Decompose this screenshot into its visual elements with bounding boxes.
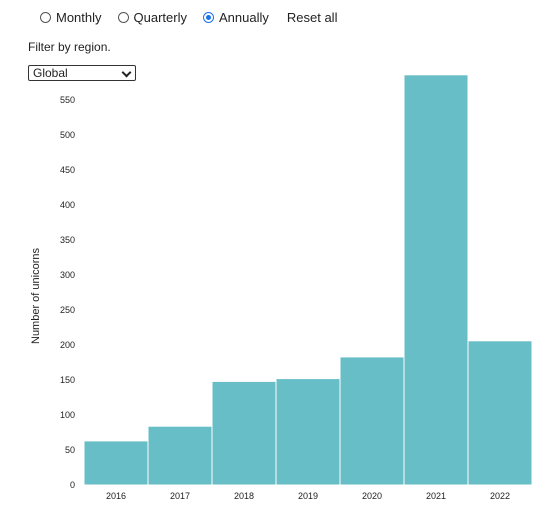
y-tick-label: 450 — [60, 165, 75, 175]
radio-selected-icon[interactable] — [203, 12, 214, 23]
y-tick-label: 500 — [60, 130, 75, 140]
y-tick-label: 150 — [60, 375, 75, 385]
y-tick-label: 400 — [60, 200, 75, 210]
region-select[interactable]: Global — [28, 65, 136, 81]
radio-circle-icon[interactable] — [40, 12, 51, 23]
bar-2020[interactable] — [339, 356, 405, 486]
bars-group — [83, 74, 533, 486]
region-select-value: Global — [33, 66, 68, 80]
radio-quarterly-label: Quarterly — [133, 10, 187, 25]
x-tick-label: 2021 — [426, 491, 446, 501]
radio-annually[interactable]: Annually — [203, 10, 269, 25]
radio-annually-label: Annually — [219, 10, 269, 25]
bar-2017[interactable] — [147, 425, 213, 486]
y-tick-label: 350 — [60, 235, 75, 245]
y-axis-title: Number of unicorns — [30, 248, 42, 344]
bar-2016[interactable] — [83, 440, 149, 486]
bar-2019[interactable] — [275, 378, 341, 486]
y-tick-label: 200 — [60, 340, 75, 350]
x-tick-label: 2018 — [234, 491, 254, 501]
y-tick-label: 550 — [60, 95, 75, 105]
x-tick-label: 2022 — [490, 491, 510, 501]
y-tick-label: 100 — [60, 410, 75, 420]
reset-all-button[interactable]: Reset all — [286, 10, 338, 25]
radio-monthly[interactable]: Monthly — [40, 10, 102, 25]
bar-2018[interactable] — [211, 380, 277, 486]
x-tick-label: 2020 — [362, 491, 382, 501]
bar-2021[interactable] — [403, 74, 469, 486]
y-tick-label: 50 — [65, 445, 75, 455]
x-axis: 2016 2017 2018 2019 2020 2021 2022 — [106, 491, 510, 501]
x-tick-label: 2016 — [106, 491, 126, 501]
x-tick-label: 2017 — [170, 491, 190, 501]
radio-quarterly[interactable]: Quarterly — [117, 10, 187, 25]
period-controls: Monthly Quarterly Annually Reset all — [40, 10, 337, 25]
bar-2022[interactable] — [467, 340, 533, 486]
radio-monthly-label: Monthly — [56, 10, 102, 25]
y-tick-label: 300 — [60, 270, 75, 280]
y-tick-label: 0 — [70, 480, 75, 490]
radio-circle-icon[interactable] — [117, 12, 129, 23]
y-tick-label: 250 — [60, 305, 75, 315]
y-axis: 0 50 100 150 200 250 300 350 400 450 500 550 — [60, 95, 75, 490]
filter-region-label: Filter by region. — [28, 40, 111, 54]
x-tick-label: 2019 — [298, 491, 318, 501]
